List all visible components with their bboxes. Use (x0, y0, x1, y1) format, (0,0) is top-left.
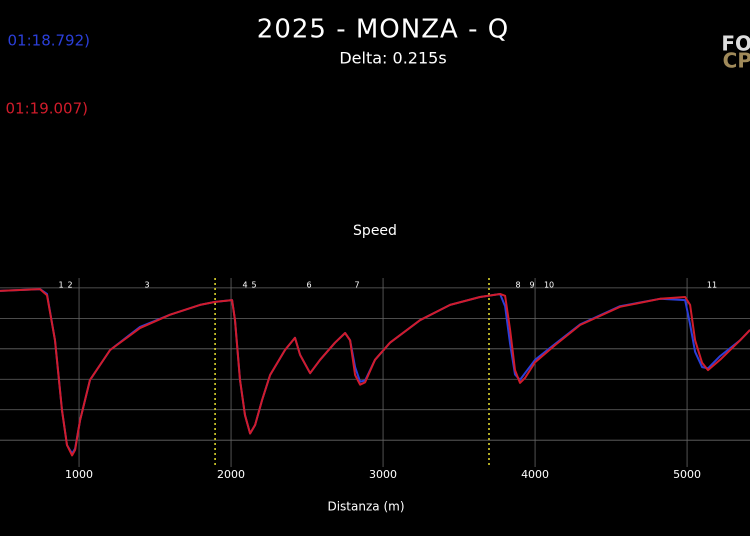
corner-label: 8 (515, 281, 520, 290)
x-axis-label: Distanza (m) (327, 500, 404, 514)
chart-subtitle: Delta: 0.215s (339, 49, 446, 68)
corner-label: 9 (529, 281, 534, 290)
chart-title: 2025 - MONZA - Q (257, 15, 509, 45)
driver-time: 01:19.007) (6, 100, 88, 118)
logo-text: CP (723, 49, 750, 73)
corner-label: 3 (144, 281, 149, 290)
x-tick-label: 3000 (369, 468, 397, 481)
plot-title: Speed (353, 223, 397, 239)
x-tick-label: 2000 (217, 468, 245, 481)
x-tick-label: 1000 (65, 468, 93, 481)
corner-label: 6 (306, 281, 311, 290)
corner-label: 1 (59, 281, 64, 290)
corner-label: 5 (251, 281, 256, 290)
corner-label: 10 (544, 281, 554, 290)
corner-label: 2 (68, 281, 73, 290)
corner-label: 4 (242, 281, 247, 290)
x-tick-label: 5000 (673, 468, 701, 481)
driver-time: 01:18.792) (8, 32, 90, 50)
speed-line (0, 288, 750, 457)
corner-label: 11 (707, 281, 717, 290)
x-tick-label: 4000 (521, 468, 549, 481)
corner-label: 7 (355, 281, 360, 290)
logo-text: FO (721, 32, 750, 56)
